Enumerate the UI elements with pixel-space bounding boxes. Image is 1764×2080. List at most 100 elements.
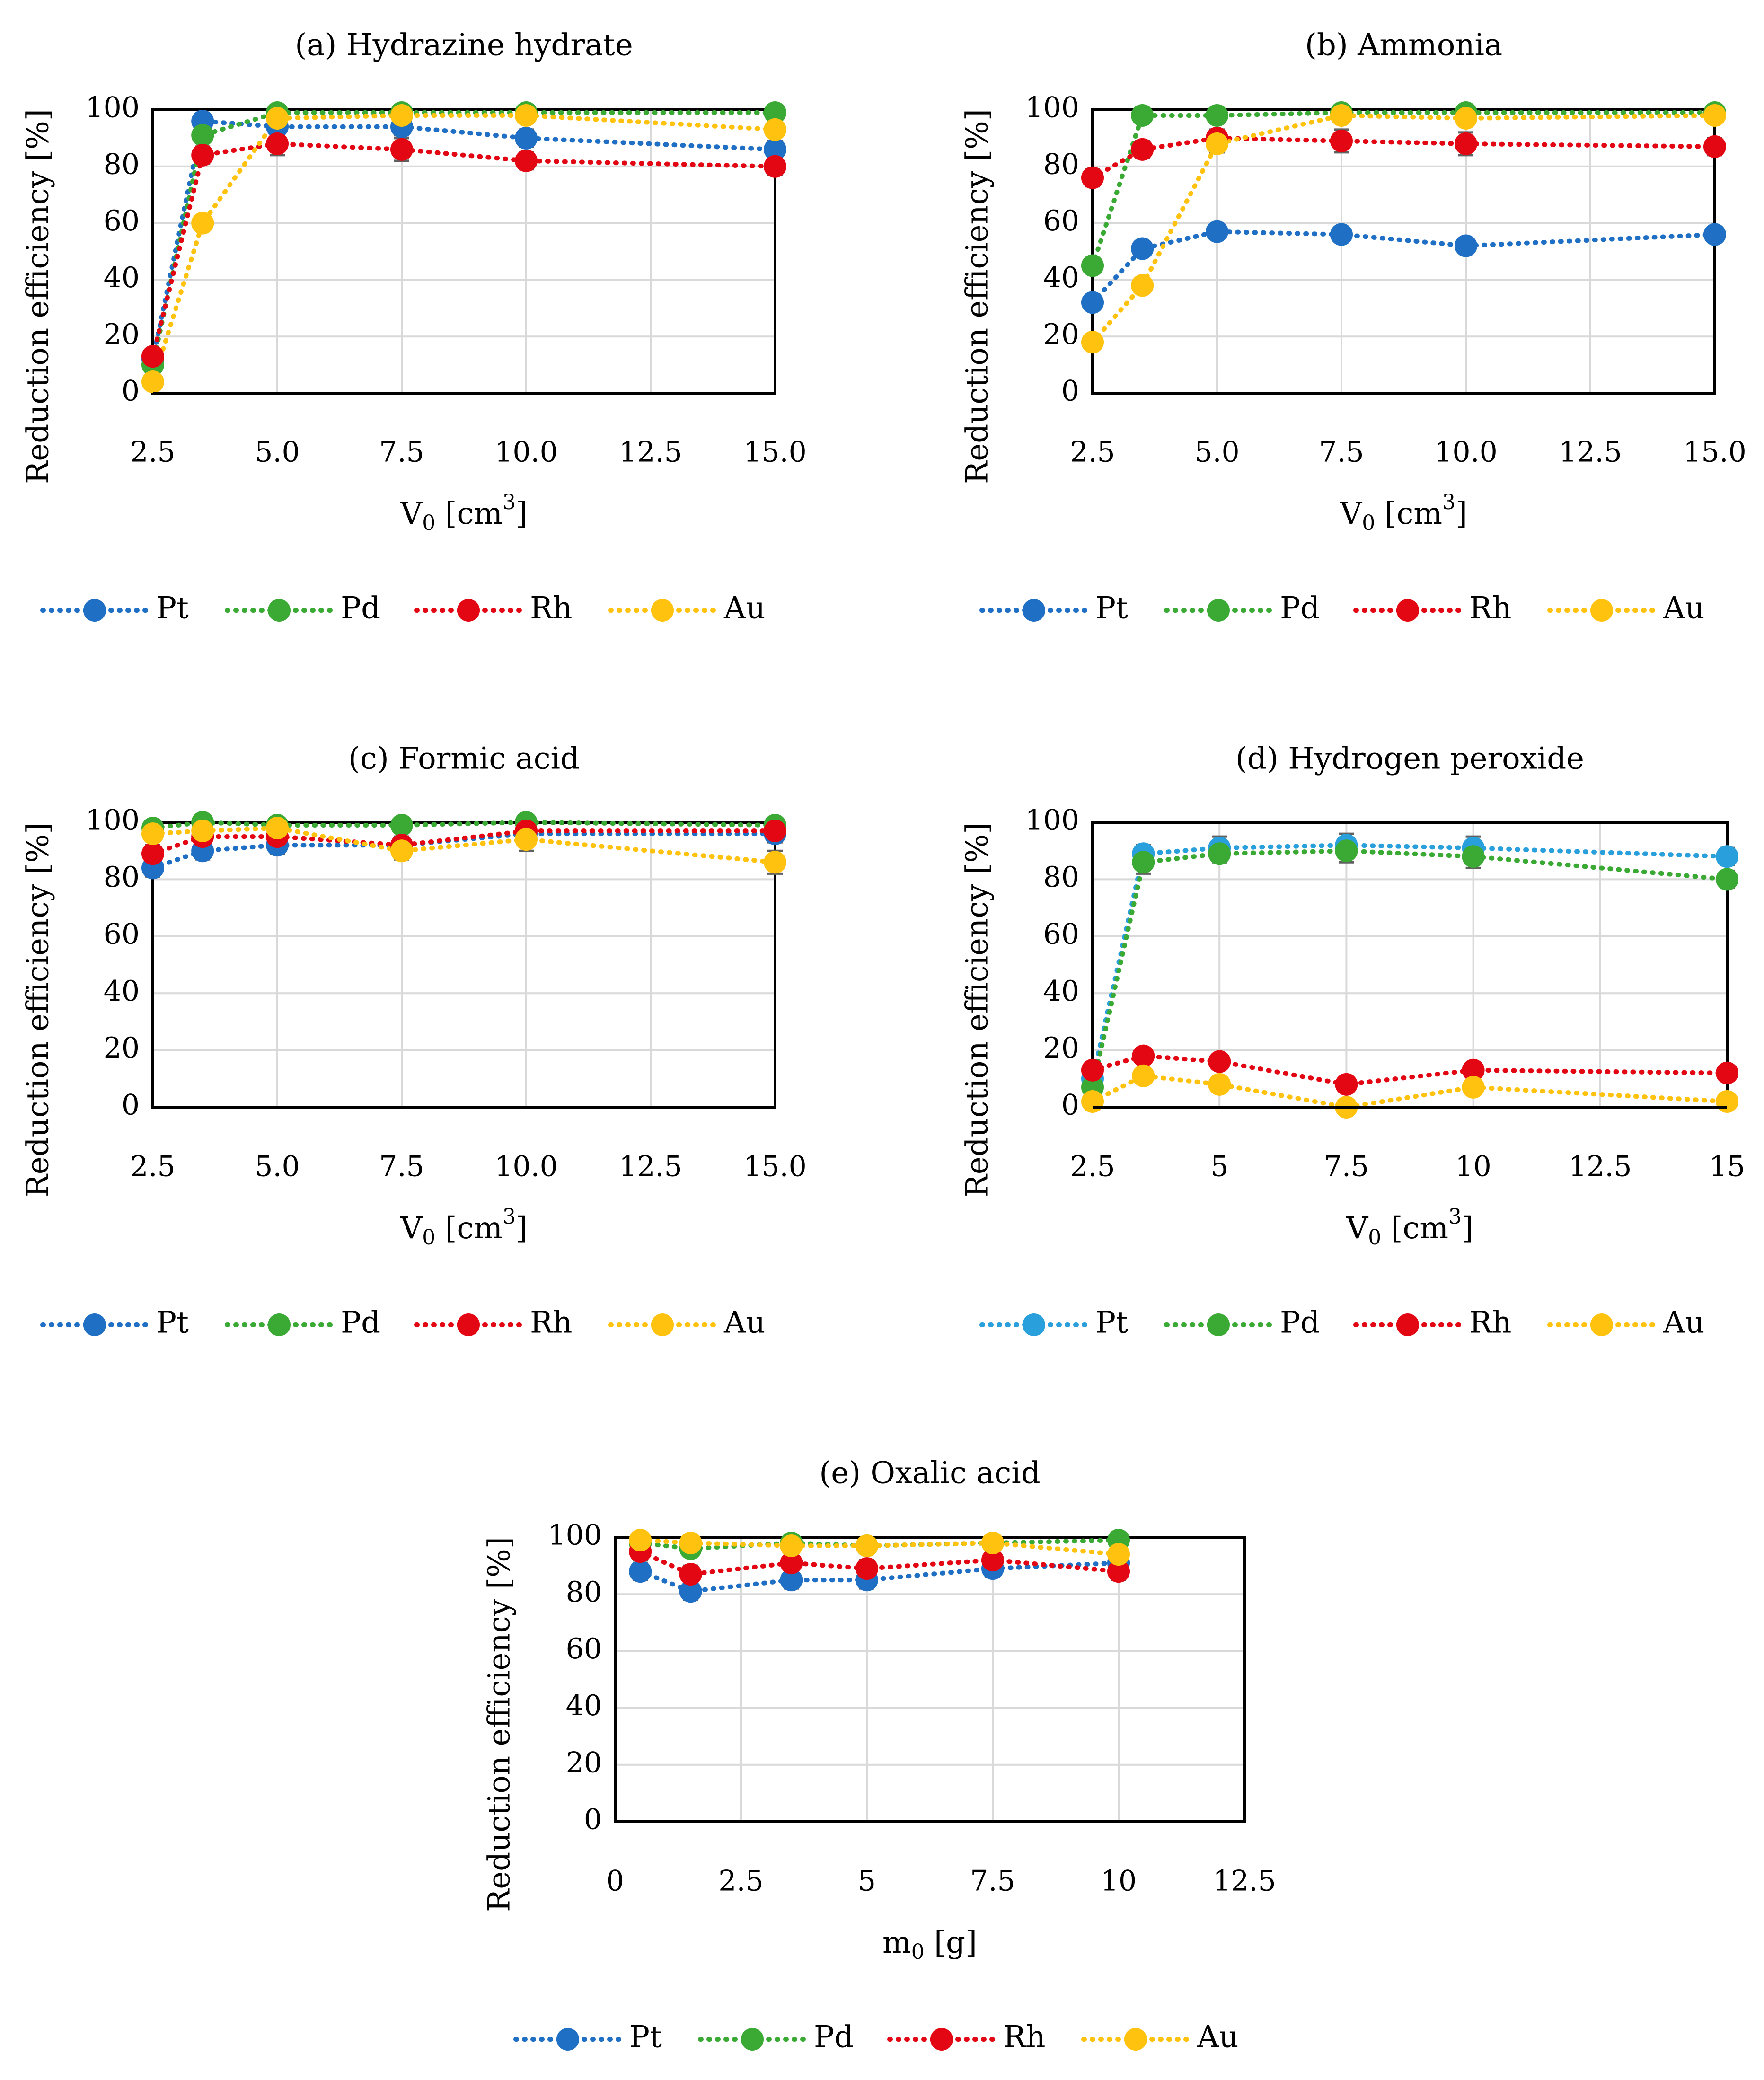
y-tick-label: 100	[85, 804, 140, 837]
y-tick-label: 60	[104, 917, 140, 951]
x-tick-label: 5.0	[1194, 436, 1239, 469]
data-point-rh	[390, 138, 413, 161]
legend-label-pt: Pt	[156, 1305, 189, 1340]
legend-marker-pd	[268, 1313, 291, 1336]
y-tick-label: 0	[1061, 1089, 1079, 1122]
data-point-pd	[1208, 842, 1231, 865]
chart-e: (e) Oxalic acid 0 20 40 60 80 100 0 2.5 5 7.5 10 12.…	[482, 1456, 1276, 2055]
chart-c: (c) Formic acid 0 20 40 60 80 100 2.5 5.0 7.5 10.0…	[21, 741, 807, 1340]
data-point-rh	[764, 820, 786, 843]
series-line-rh	[150, 828, 777, 856]
legend-label-pt: Pt	[156, 591, 189, 626]
y-tick-label: 20	[104, 318, 140, 351]
data-point-rh	[1455, 132, 1477, 155]
y-tick-label: 80	[104, 148, 140, 181]
x-tick-label: 12.5	[1213, 1865, 1276, 1898]
y-tick-label: 60	[1043, 917, 1079, 951]
x-tick-label: 10.0	[1434, 436, 1498, 469]
data-point-pt	[1131, 237, 1154, 260]
legend-label-pt: Pt	[629, 2020, 662, 2055]
legend-marker-pd	[1207, 599, 1230, 622]
plot-frame	[1091, 108, 1716, 395]
y-tick-label: 80	[1043, 861, 1079, 894]
y-tick-label: 0	[122, 1089, 140, 1122]
data-point-rh	[1330, 129, 1353, 152]
x-tick-label: 10.0	[494, 436, 558, 469]
plot-frame	[151, 108, 776, 395]
chart-a: (a) Hydrazine hydrate 0 20 40 60 80 100 2.5 5.0 7…	[21, 28, 807, 626]
series-line-au	[1090, 113, 1717, 345]
series-line-pd	[1090, 848, 1729, 1090]
data-point-rh	[1703, 135, 1726, 158]
chart-title: (c) Formic acid	[348, 741, 580, 776]
y-axis-label: Reduction efficiency [%]	[21, 822, 56, 1198]
data-point-au	[1132, 1064, 1155, 1087]
legend-label-pd: Pd	[814, 2020, 854, 2055]
x-tick-label: 15.0	[1683, 436, 1746, 469]
data-point-pd	[1462, 845, 1485, 868]
x-tick-label: 7.5	[1319, 436, 1364, 469]
chart-b: (b) Ammonia 0 20 40 60 80 100 2.5 5.0 7.5 10.0 12.5…	[960, 28, 1746, 626]
data-point-rh	[1081, 1058, 1104, 1082]
legend-label-pd: Pd	[1280, 591, 1320, 626]
legend-label-pd: Pd	[341, 591, 380, 626]
y-axis-label: Reduction efficiency [%]	[482, 1537, 517, 1912]
x-tick-label: 10	[1455, 1150, 1491, 1183]
data-point-au	[1330, 104, 1353, 127]
x-axis-label: V0 [cm3]	[1340, 490, 1467, 535]
y-tick-label: 100	[1025, 804, 1079, 837]
legend-marker-pd	[741, 2028, 764, 2051]
data-point-au	[141, 370, 164, 394]
y-tick-label: 40	[104, 261, 140, 294]
data-point-pd	[1131, 104, 1154, 127]
data-point-pt	[1455, 234, 1477, 257]
y-tick-label: 80	[1043, 148, 1079, 181]
x-tick-label: 2.5	[1070, 436, 1115, 469]
legend-label-au: Au	[1663, 1305, 1704, 1340]
data-point-rh	[780, 1551, 803, 1575]
data-point-pd	[1716, 868, 1738, 891]
x-tick-label: 15	[1709, 1150, 1745, 1183]
legend-marker-rh	[457, 599, 480, 622]
legend-marker-au	[1590, 599, 1613, 622]
legend-marker-rh	[457, 1313, 480, 1336]
x-tick-label: 15.0	[743, 436, 807, 469]
y-tick-label: 80	[104, 861, 140, 894]
data-point-rh	[679, 1563, 702, 1586]
legend-label-rh: Rh	[1469, 1305, 1511, 1340]
x-tick-label: 12.5	[1569, 1150, 1632, 1183]
data-point-pt	[780, 1569, 803, 1592]
legend-marker-au	[1590, 1313, 1613, 1336]
data-point-pt	[1081, 291, 1104, 314]
x-tick-label: 5.0	[255, 1150, 300, 1183]
data-point-pt	[629, 1560, 652, 1583]
x-axis-label: V0 [cm3]	[400, 1205, 528, 1250]
y-tick-label: 40	[566, 1689, 602, 1722]
y-tick-label: 100	[547, 1519, 602, 1552]
data-point-rh	[1132, 1044, 1155, 1067]
x-tick-label: 7.5	[379, 436, 424, 469]
data-point-pd	[1335, 839, 1358, 863]
series-line-au	[150, 825, 777, 865]
data-point-pt	[679, 1580, 702, 1603]
data-point-au	[141, 822, 164, 846]
x-tick-label: 2.5	[718, 1865, 763, 1898]
data-point-au	[764, 851, 786, 874]
data-point-rh	[1081, 166, 1104, 189]
data-point-pt	[515, 126, 538, 150]
series-line-rh	[150, 141, 777, 359]
x-tick-label: 10	[1101, 1865, 1137, 1898]
data-point-pd	[1132, 851, 1155, 874]
y-tick-label: 100	[85, 91, 140, 124]
data-point-rh	[1208, 1050, 1231, 1073]
data-point-rh	[266, 132, 289, 155]
data-point-pd	[1081, 254, 1104, 277]
data-point-au	[679, 1532, 702, 1555]
data-point-pd	[390, 814, 413, 837]
plot-frame	[151, 821, 776, 1109]
data-point-rh	[1716, 1061, 1738, 1084]
chart-title: (e) Oxalic acid	[819, 1456, 1040, 1491]
y-tick-label: 40	[104, 975, 140, 1008]
legend-label-pt: Pt	[1095, 591, 1128, 626]
data-point-rh	[856, 1557, 878, 1580]
